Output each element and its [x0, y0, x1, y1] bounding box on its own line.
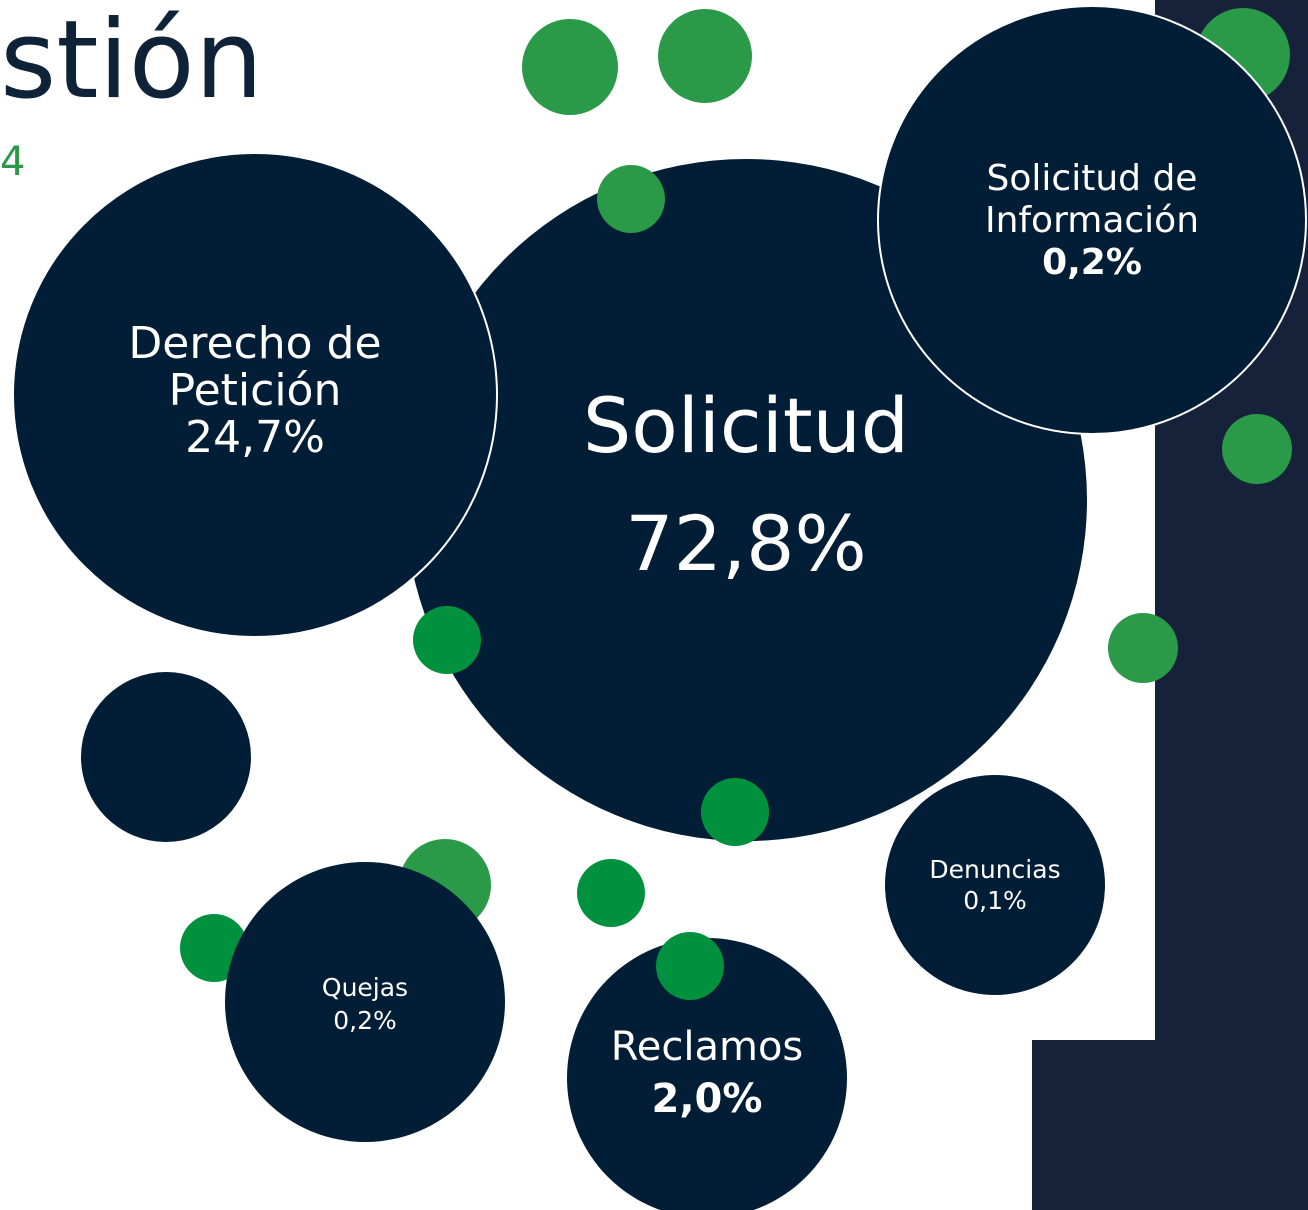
bubble-value: 72,8%	[625, 499, 866, 588]
bubble-value: 24,7%	[185, 412, 325, 463]
side-panel	[1032, 1040, 1308, 1210]
bubble	[877, 5, 1307, 435]
bubble-label: Solicitud	[583, 381, 909, 470]
bubble-label: Solicitud de	[987, 158, 1198, 199]
dot	[656, 932, 724, 1000]
dot	[597, 165, 665, 233]
dot	[413, 606, 481, 674]
subtitle: 4	[0, 139, 25, 185]
bubble	[567, 938, 847, 1210]
dot	[522, 19, 618, 115]
dot	[701, 778, 769, 846]
bubble-label: Petición	[169, 365, 342, 416]
title: stión	[0, 0, 263, 123]
dot	[1222, 414, 1292, 484]
bubble-value: 2,0%	[652, 1076, 763, 1122]
bubble	[225, 862, 505, 1142]
bubble-value: 0,2%	[1042, 242, 1142, 283]
bubble	[885, 775, 1105, 995]
dot	[1108, 613, 1178, 683]
bubble-label: Quejas	[322, 973, 408, 1002]
dot	[658, 9, 752, 103]
bubble	[81, 672, 251, 842]
bubble-label: Información	[985, 200, 1199, 241]
bubble-label: Denuncias	[929, 855, 1060, 884]
bubble	[12, 152, 498, 638]
dot	[577, 859, 645, 927]
bubble-value: 0,2%	[333, 1006, 397, 1035]
bubble-label: Reclamos	[611, 1024, 804, 1070]
bubble-label: Derecho de	[128, 318, 381, 369]
bubble-value: 0,1%	[963, 886, 1027, 915]
front-dots	[413, 165, 1292, 1000]
